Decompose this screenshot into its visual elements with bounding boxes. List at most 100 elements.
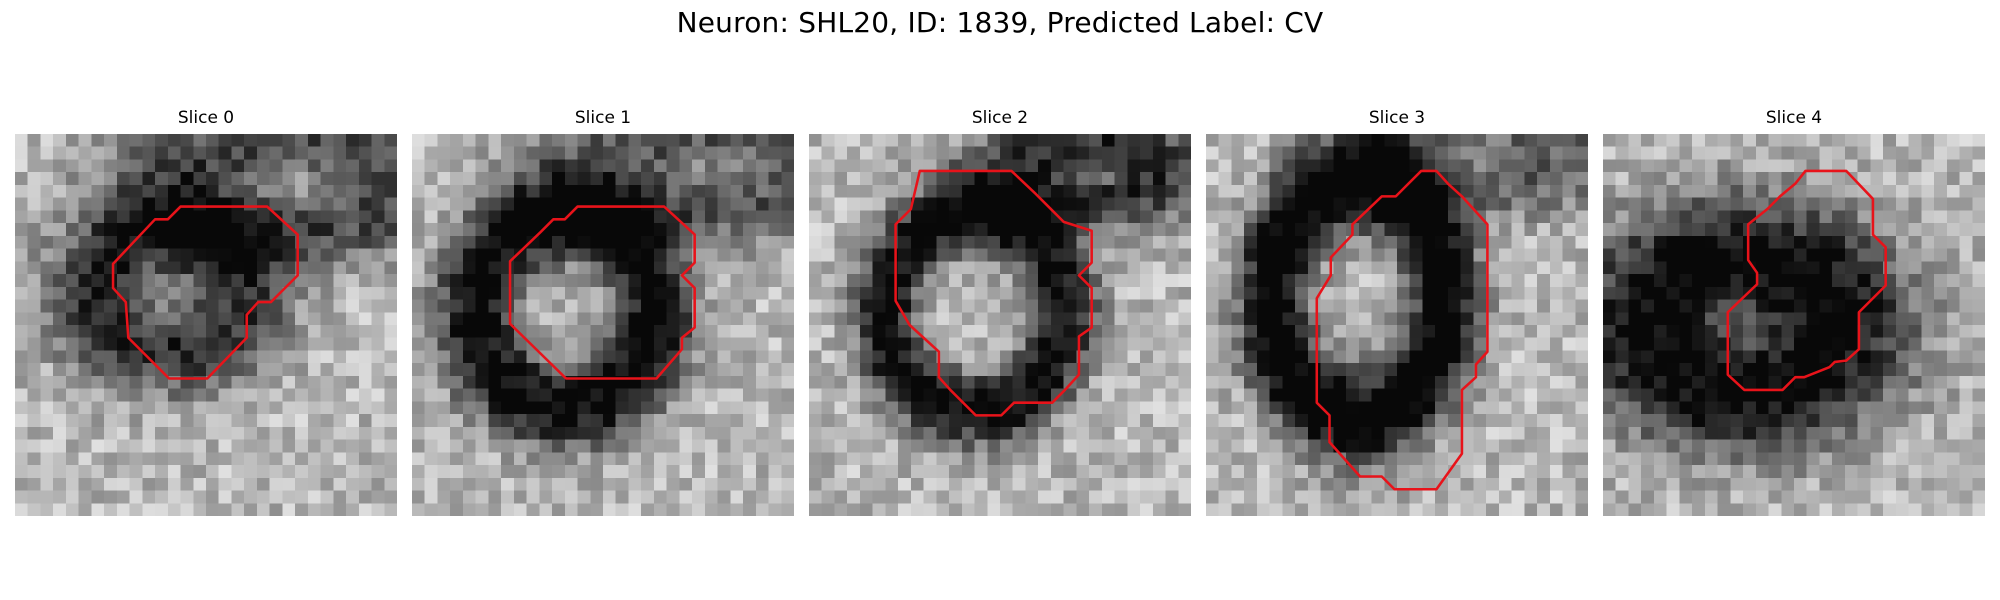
pixel-cell	[872, 490, 886, 504]
pixel-cell	[1498, 261, 1512, 275]
pixel-cell	[666, 363, 680, 377]
pixel-cell	[949, 274, 963, 288]
pixel-cell	[872, 184, 886, 198]
pixel-cell	[1333, 401, 1347, 415]
pixel-cell	[603, 363, 616, 377]
pixel-cell	[1473, 146, 1487, 160]
pixel-cell	[1908, 350, 1922, 364]
pixel-cell	[1384, 172, 1398, 186]
pixel-cell	[1333, 363, 1347, 377]
pixel-cell	[1320, 477, 1334, 491]
pixel-cell	[1730, 159, 1744, 173]
pixel-cell	[603, 312, 616, 326]
pixel-cell	[1883, 477, 1897, 491]
pixel-cell	[1549, 248, 1563, 262]
pixel-cell	[1397, 248, 1410, 262]
pixel-cell	[923, 286, 937, 300]
pixel-cell	[295, 134, 309, 147]
pixel-cell	[384, 426, 397, 440]
pixel-cell	[437, 146, 451, 160]
pixel-cell	[834, 465, 848, 479]
pixel-cell	[949, 210, 963, 224]
pixel-cell	[961, 172, 975, 186]
pixel-cell	[590, 274, 604, 288]
pixel-cell	[295, 350, 309, 364]
pixel-cell	[450, 172, 464, 186]
pixel-cell	[641, 261, 655, 275]
pixel-cell	[1857, 261, 1871, 275]
pixel-cell	[1178, 223, 1191, 237]
pixel-cell	[371, 248, 385, 262]
pixel-cell	[91, 197, 105, 211]
pixel-cell	[142, 452, 156, 466]
pixel-cell	[231, 210, 245, 224]
pixel-cell	[603, 503, 616, 516]
pixel-cell	[1946, 490, 1960, 504]
pixel-cell	[1934, 414, 1948, 428]
pixel-cell	[1089, 490, 1103, 504]
pixel-cell	[193, 210, 207, 224]
pixel-cell	[269, 312, 283, 326]
pixel-cell	[1575, 414, 1588, 428]
pixel-cell	[679, 375, 693, 389]
pixel-cell	[1666, 439, 1680, 453]
pixel-cell	[437, 134, 451, 147]
pixel-cell	[1704, 312, 1718, 326]
pixel-cell	[898, 286, 912, 300]
pixel-cell	[307, 325, 321, 338]
pixel-cell	[53, 401, 67, 415]
pixel-cell	[1549, 325, 1563, 338]
pixel-cell	[180, 223, 194, 237]
pixel-cell	[1384, 286, 1398, 300]
pixel-cell	[666, 375, 680, 389]
pixel-cell	[1206, 210, 1219, 224]
pixel-cell	[1140, 363, 1154, 377]
pixel-cell	[1295, 134, 1309, 147]
pixel-cell	[269, 414, 283, 428]
pixel-cell	[1972, 350, 1985, 364]
pixel-cell	[412, 375, 425, 389]
pixel-cell	[961, 388, 975, 402]
pixel-cell	[564, 210, 578, 224]
pixel-cell	[755, 134, 769, 147]
pixel-cell	[1883, 172, 1897, 186]
pixel-cell	[1806, 426, 1820, 440]
pixel-cell	[1959, 235, 1973, 249]
pixel-cell	[78, 375, 92, 389]
pixel-cell	[1269, 134, 1283, 147]
pixel-cell	[526, 325, 540, 338]
pixel-cell	[1422, 235, 1436, 249]
pixel-cell	[1165, 350, 1179, 364]
pixel-cell	[1127, 414, 1141, 428]
pixel-cell	[1653, 312, 1667, 326]
pixel-cell	[1127, 363, 1141, 377]
pixel-cell	[809, 172, 822, 186]
pixel-cell	[269, 159, 283, 173]
pixel-cell	[821, 325, 835, 338]
pixel-cell	[1127, 490, 1141, 504]
pixel-cell	[821, 375, 835, 389]
pixel-cell	[1435, 401, 1449, 415]
pixel-cell	[1717, 414, 1731, 428]
pixel-cell	[513, 375, 527, 389]
pixel-cell	[27, 235, 41, 249]
pixel-cell	[180, 248, 194, 262]
pixel-cell	[307, 146, 321, 160]
pixel-cell	[1000, 439, 1013, 453]
pixel-cell	[1127, 286, 1141, 300]
pixel-cell	[885, 350, 899, 364]
pixel-cell	[910, 223, 924, 237]
pixel-cell	[1895, 197, 1909, 211]
pixel-cell	[1114, 414, 1128, 428]
pixel-cell	[1498, 465, 1512, 479]
pixel-cell	[104, 248, 118, 262]
pixel-cell	[358, 439, 372, 453]
pixel-cell	[1666, 388, 1680, 402]
pixel-cell	[1358, 375, 1372, 389]
pixel-cell	[1628, 312, 1642, 326]
pixel-cell	[1244, 210, 1258, 224]
pixel-cell	[129, 197, 143, 211]
pixel-cell	[1165, 223, 1179, 237]
pixel-cell	[539, 401, 553, 415]
pixel-cell	[859, 210, 873, 224]
